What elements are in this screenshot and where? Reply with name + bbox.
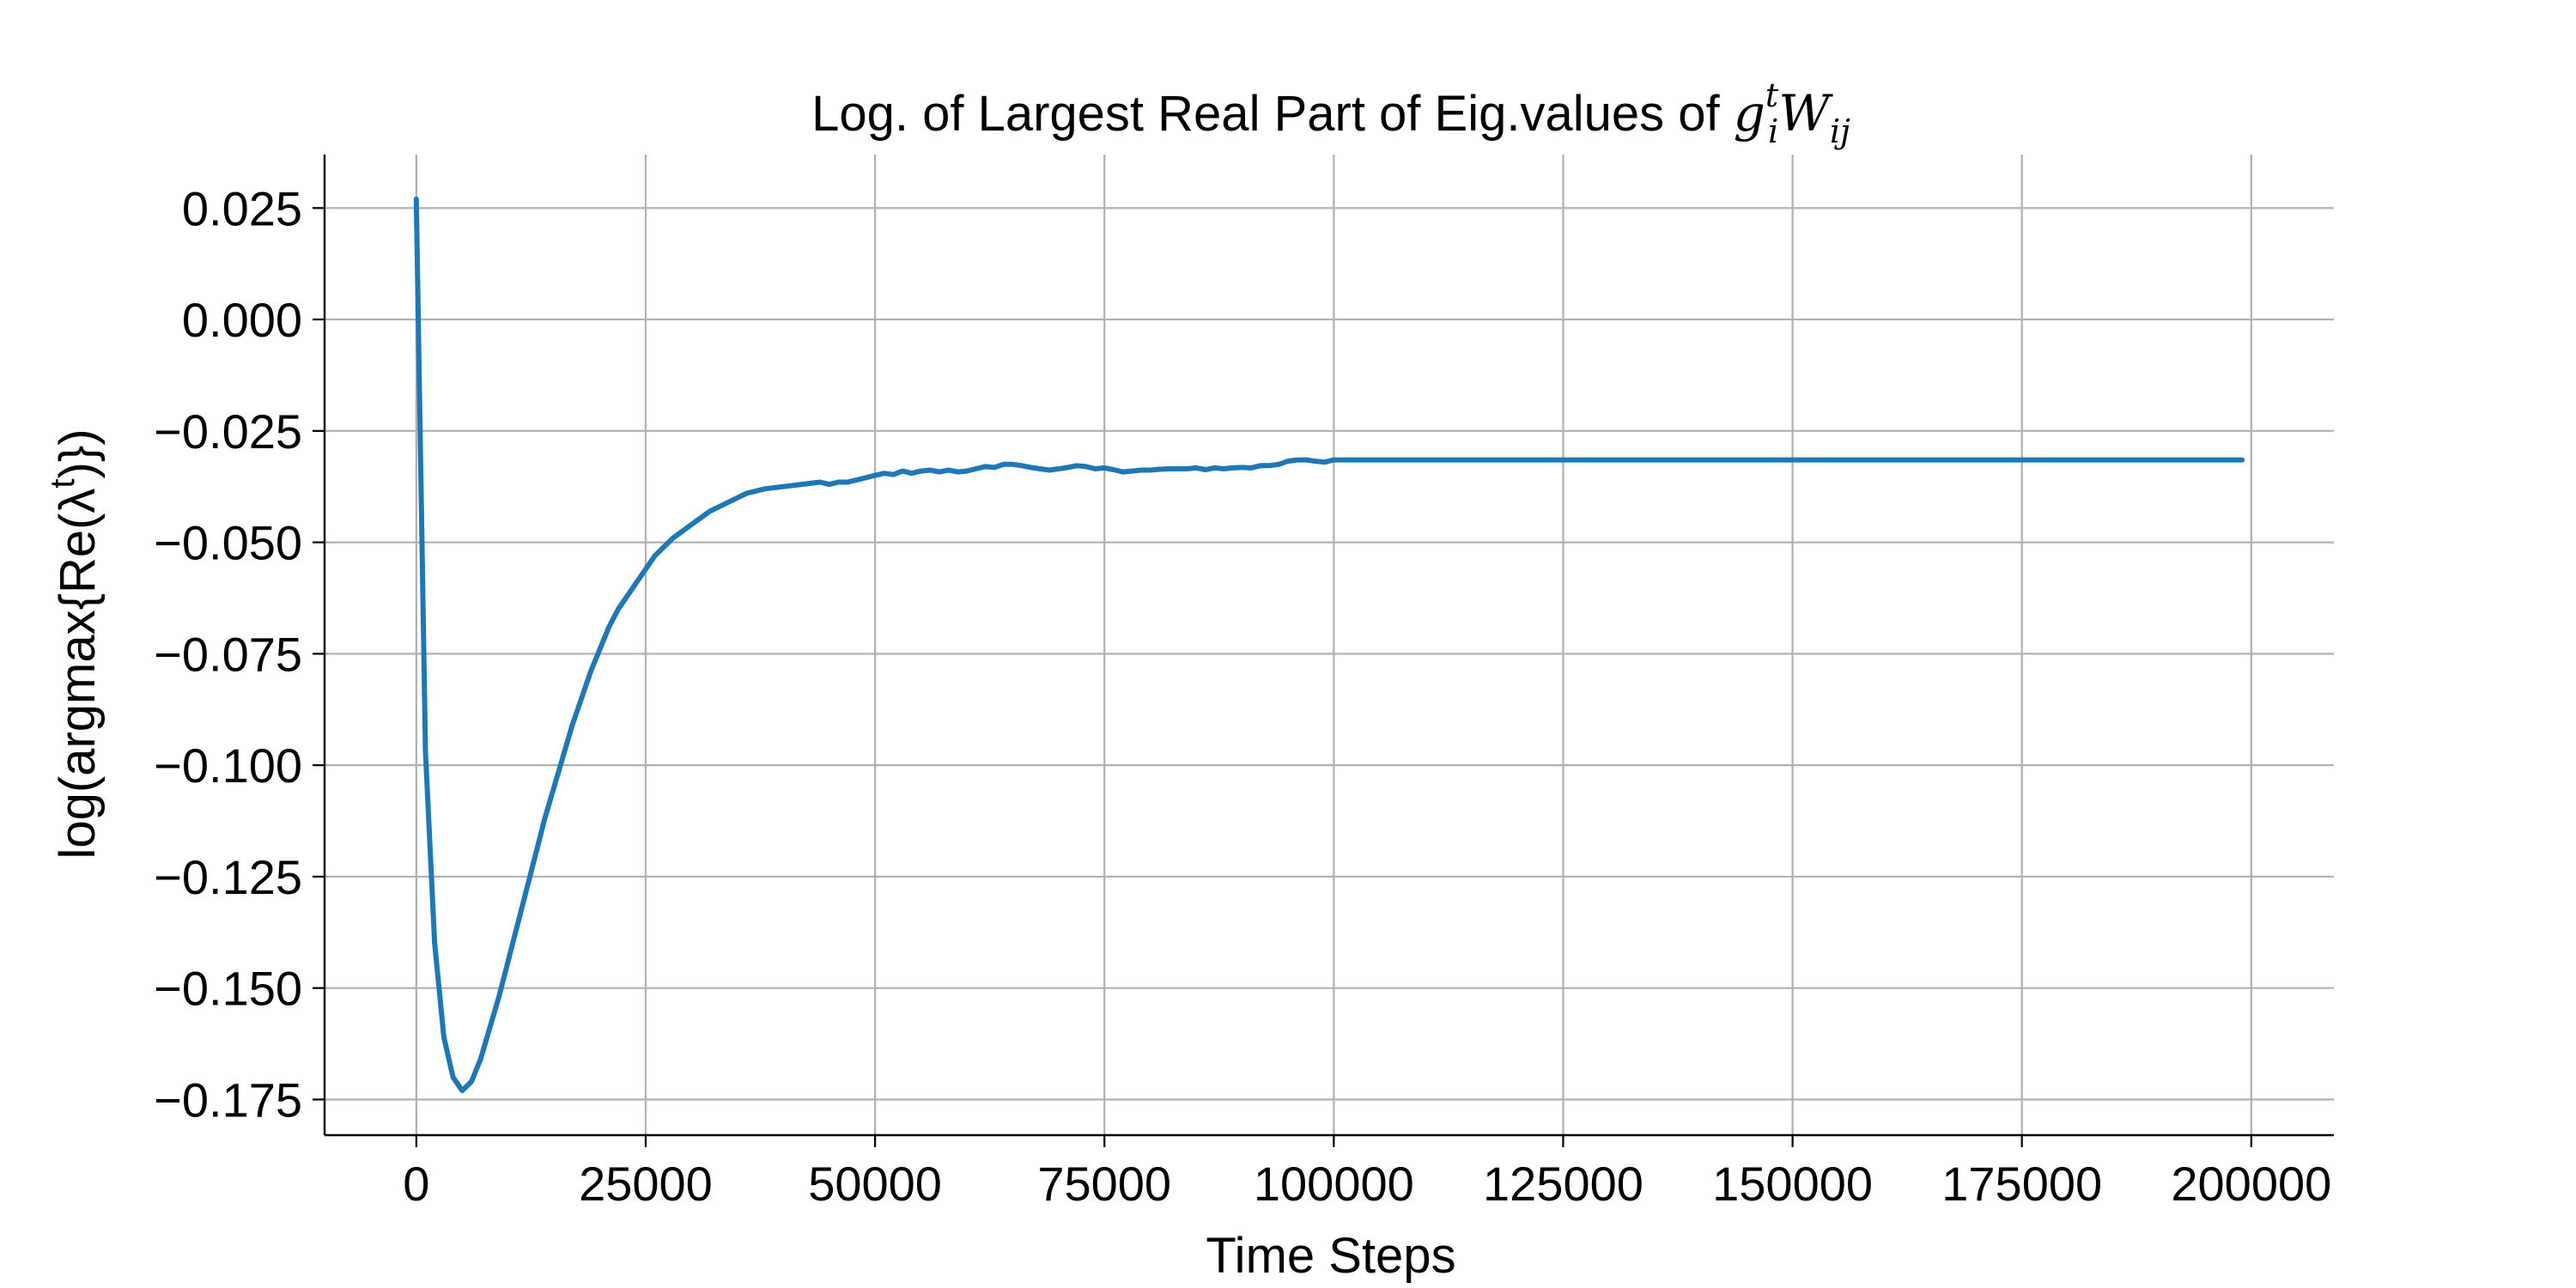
title-math-W: W	[1778, 84, 1833, 143]
y-axis-label: log(argmax{Re(λt)})	[44, 428, 106, 859]
y-label-pre: log(argmax{Re(λ	[50, 489, 106, 860]
y-label-sup: t	[44, 478, 82, 488]
grid	[325, 155, 2334, 1135]
title-math-g-sup: t	[1765, 76, 1779, 114]
y-tick-label: −0.100	[154, 738, 302, 793]
axes	[323, 155, 2334, 1137]
x-tick-label: 200000	[2171, 1157, 2331, 1211]
y-tick-label: −0.150	[154, 962, 302, 1016]
x-axis-label: Time Steps	[1206, 1228, 1455, 1284]
title-math-g-sub: i	[1768, 112, 1778, 150]
x-tick-label: 0	[403, 1157, 429, 1211]
title-math-g: g	[1734, 84, 1765, 143]
x-tick-label: 75000	[1037, 1157, 1171, 1211]
y-tick-label: −0.075	[154, 627, 302, 681]
title-prefix: Log. of Largest Real Part of Eig.values …	[811, 86, 1734, 142]
series-line	[413, 196, 2245, 1094]
chart-title: Log. of Largest Real Part of Eig.values …	[811, 76, 1850, 150]
x-ticks: 0 25000 50000 75000 100000 125000 150000 175000…	[403, 1135, 2331, 1211]
y-tick-label: −0.025	[154, 404, 302, 459]
y-tick-label: 0.000	[182, 293, 302, 347]
series-layer	[413, 196, 2245, 1094]
x-tick-label: 25000	[579, 1157, 713, 1211]
y-label-post: )})	[50, 428, 106, 478]
y-tick-label: 0.025	[182, 181, 302, 235]
y-tick-label: −0.175	[154, 1072, 302, 1127]
title-math-W-sub: ij	[1830, 112, 1850, 150]
x-tick-label: 175000	[1941, 1157, 2102, 1211]
y-tick-label: −0.125	[154, 850, 302, 904]
x-tick-label: 50000	[808, 1157, 942, 1211]
x-tick-label: 100000	[1254, 1157, 1414, 1211]
x-tick-label: 125000	[1483, 1157, 1643, 1211]
y-ticks: 0.025 0.000 −0.025 −0.050 −0.075 −0.100 −0.125…	[154, 181, 325, 1127]
y-tick-label: −0.050	[154, 516, 302, 570]
x-tick-label: 150000	[1712, 1157, 1873, 1211]
